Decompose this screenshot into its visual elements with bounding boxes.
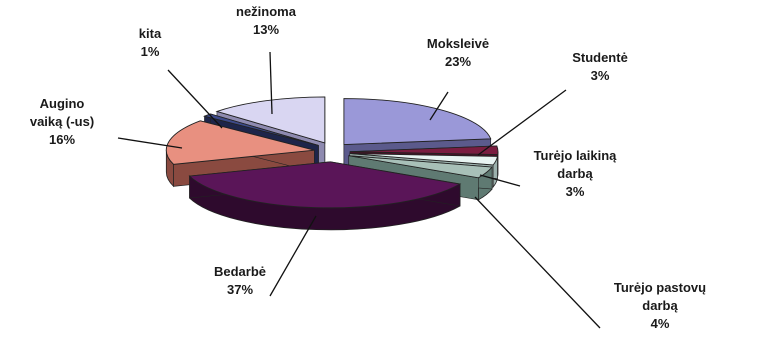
slice-percent-bedarbe: 37% — [227, 282, 253, 297]
slice-percent-augino-vaika-us: 16% — [49, 132, 75, 147]
slice-label-bedarbe: Bedarbė — [214, 264, 266, 279]
slice-label-nezinoma: nežinoma — [236, 4, 297, 19]
slice-label-turejo-pastovu-darba-line1: Turėjo pastovų — [614, 280, 706, 295]
pie-slices — [165, 96, 499, 231]
pie-slice-bedarbe — [188, 161, 462, 231]
leader-line-kita — [167, 69, 223, 129]
slice-percent-kita: 1% — [141, 44, 160, 59]
slice-label-turejo-laikina-darba-line1: Turėjo laikiną — [534, 148, 618, 163]
leader-line-nezinoma — [269, 51, 273, 115]
slice-label-turejo-laikina-darba-line2: darbą — [557, 166, 593, 181]
slice-label-kita: kita — [139, 26, 162, 41]
leader-line-moksleive — [429, 91, 449, 121]
slice-percent-turejo-laikina-darba: 3% — [566, 184, 585, 199]
leader-line-turejo-pastovu-darba — [474, 196, 601, 329]
slice-label-augino-vaika-us-line2: vaiką (-us) — [30, 114, 94, 129]
slice-percent-turejo-pastovu-darba: 4% — [651, 316, 670, 331]
slice-top-bedarbe — [188, 161, 462, 209]
slice-percent-nezinoma: 13% — [253, 22, 279, 37]
slice-top-nezinoma — [215, 96, 326, 144]
slice-top-kita — [202, 113, 319, 146]
leader-line-augino-vaika-us — [117, 137, 183, 149]
slice-label-studente: Studentė — [572, 50, 628, 65]
slice-percent-moksleive: 23% — [445, 54, 471, 69]
slice-top-turejo-laikina-darba — [349, 153, 499, 166]
leader-line-turejo-laikina-darba — [479, 174, 521, 187]
slice-percent-studente: 3% — [591, 68, 610, 83]
slice-top-moksleive — [343, 98, 492, 146]
leader-line-bedarbe — [269, 215, 317, 297]
slice-top-turejo-pastovu-darba — [348, 155, 493, 179]
leader-lines — [117, 51, 601, 329]
slice-label-turejo-pastovu-darba-line2: darbą — [642, 298, 678, 313]
slice-top-augino-vaika-us — [165, 120, 315, 165]
slice-top-studente — [349, 145, 499, 156]
slice-label-augino-vaika-us-line1: Augino — [40, 96, 85, 111]
slice-labels: Moksleivė 23% Studentė 3% Turėjo laikiną darb… — [30, 4, 706, 331]
slice-label-moksleive: Moksleivė — [427, 36, 489, 51]
leader-line-studente — [477, 89, 567, 156]
